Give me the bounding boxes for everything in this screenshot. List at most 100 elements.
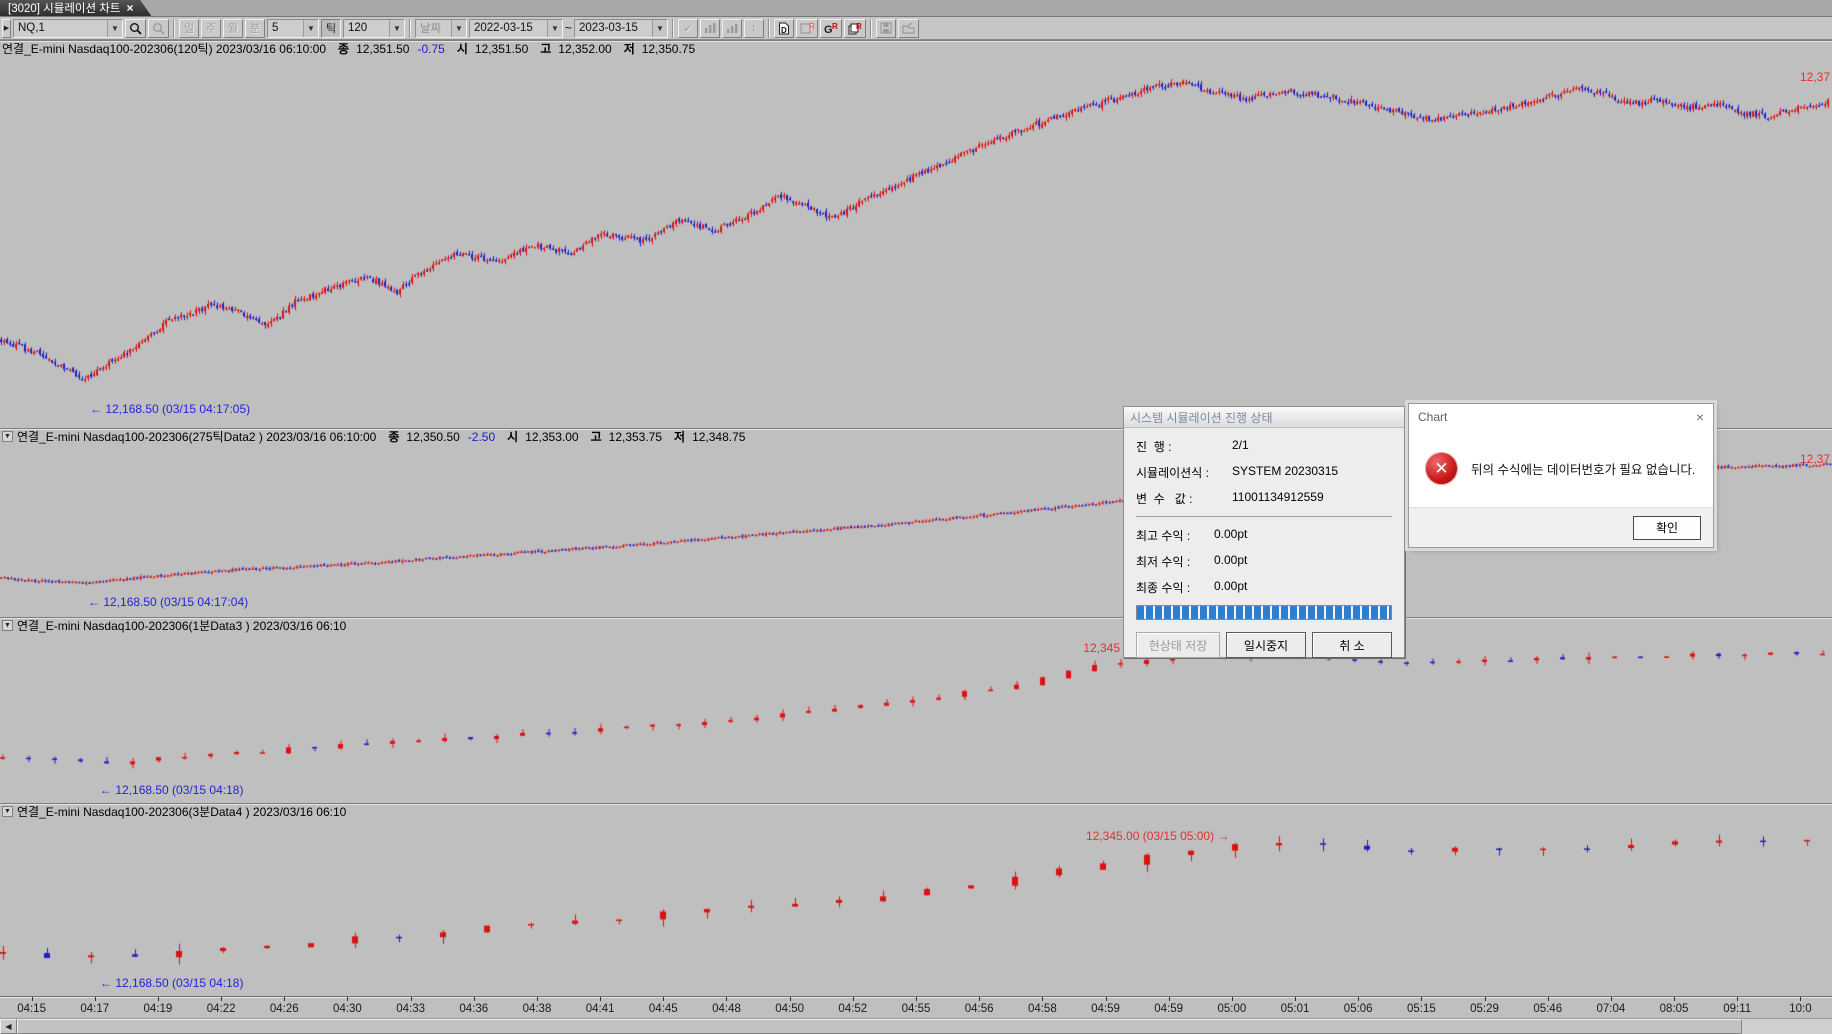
time-axis-label: 04:15 — [0, 997, 63, 1018]
time-axis-label: 04:59 — [1137, 997, 1200, 1018]
formula-label: 시뮬레이션식 : — [1136, 466, 1209, 480]
trendline-tool-button: ✓ — [678, 18, 699, 38]
volume-bars-icon — [726, 22, 738, 34]
ok-button[interactable]: 확인 — [1633, 515, 1701, 540]
tick-count-combobox[interactable]: 120 ▼ — [343, 18, 405, 38]
document-icon: D — [778, 22, 790, 35]
error-icon: ✕ — [1425, 452, 1458, 485]
high-label: 고 — [590, 430, 602, 444]
high-value: 12,353.75 — [608, 429, 663, 444]
copy-r-icon: R — [848, 22, 862, 35]
progress-row: 진 행 : 2/1 — [1136, 438, 1392, 455]
svg-text:R: R — [856, 22, 862, 31]
period-tick-button[interactable]: 틱 — [321, 18, 341, 38]
chevron-down-icon[interactable]: ▼ — [652, 19, 668, 37]
time-axis-label: 04:45 — [632, 997, 695, 1018]
date-to-combobox[interactable]: 2023-03-15 ▼ — [574, 18, 669, 38]
separator — [672, 18, 675, 38]
date-from-value: 2022-03-15 — [474, 22, 533, 34]
minute-combobox[interactable]: 5 ▼ — [267, 18, 319, 38]
formula-value: SYSTEM 20230315 — [1232, 464, 1339, 478]
period-day-button: 일 — [179, 18, 199, 38]
svg-text:D: D — [781, 26, 787, 35]
low-label: 저 — [623, 42, 635, 56]
panel-2-title: 연결_E-mini Nasdaq100-202306(275틱Data2 ) 2… — [17, 430, 377, 444]
max-profit-value: 0.00pt — [1214, 527, 1248, 541]
formula-row: 시뮬레이션식 : SYSTEM 20230315 — [1136, 464, 1392, 481]
arrow-left-icon: ◀ — [5, 1022, 12, 1031]
time-axis-label: 04:17 — [63, 997, 126, 1018]
scroll-left-button[interactable]: ◀ — [0, 1019, 17, 1034]
close-value: 12,351.50 — [356, 41, 410, 56]
up-down-arrow-icon: ↕ — [751, 22, 757, 34]
horizontal-scrollbar[interactable]: ◀ — [0, 1018, 1832, 1034]
time-axis-label: 05:15 — [1390, 997, 1453, 1018]
chart-panel-1: 연결_E-mini Nasdaq100-202306(120틱) 2023/03… — [0, 40, 1832, 428]
period-minute-button: 분 — [245, 18, 265, 38]
folder-out-icon — [902, 22, 915, 34]
toolbar: ▶ NQ,1 ▼ 일 주 월 분 5 ▼ 틱 120 ▼ 날짜 ▼ 2022-0… — [0, 17, 1832, 40]
scrollbar-thumb[interactable] — [17, 1019, 1742, 1034]
tab-close-icon[interactable]: × — [126, 0, 134, 15]
period-month-button: 월 — [223, 18, 243, 38]
chevron-down-icon[interactable]: ▼ — [389, 19, 404, 37]
change-value: -0.75 — [417, 41, 445, 56]
time-axis-label: 04:36 — [442, 997, 505, 1018]
panel-1-header: 연결_E-mini Nasdaq100-202306(120틱) 2023/03… — [0, 40, 1832, 56]
separator — [768, 18, 771, 38]
chevron-down-icon[interactable]: ▼ — [547, 19, 562, 37]
date-range-tilde: ~ — [565, 21, 573, 35]
zoom-in-button[interactable] — [125, 18, 146, 38]
high-value: 12,352.00 — [558, 41, 612, 56]
indicator-button — [700, 18, 721, 38]
collapse-panel-button[interactable]: ▼ — [2, 806, 13, 817]
open-label: 시 — [507, 430, 519, 444]
progress-label: 진 행 : — [1136, 440, 1172, 454]
tab-title: [3020] 시뮬레이션 차트 — [8, 2, 121, 15]
separator — [409, 18, 411, 38]
final-profit-value: 0.00pt — [1214, 579, 1248, 593]
error-dialog-title: Chart — [1418, 410, 1448, 424]
error-dialog-body: ✕ 뒤의 수식에는 데이터번호가 필요 없습니다. — [1409, 430, 1713, 507]
open-value: 12,351.50 — [474, 41, 529, 56]
time-axis-label: 09:11 — [1706, 997, 1769, 1018]
date-to-value: 2023-03-15 — [579, 22, 638, 34]
save-state-button: 현상태 저장 — [1136, 632, 1220, 658]
chevron-down-icon[interactable]: ▼ — [303, 19, 318, 37]
chevron-down-icon[interactable]: ▼ — [451, 19, 466, 37]
collapse-panel-button[interactable]: ▼ — [2, 431, 13, 442]
pause-button[interactable]: 일시중지 — [1226, 632, 1306, 658]
time-axis-label: 04:33 — [379, 997, 442, 1018]
time-axis-label: 05:29 — [1453, 997, 1516, 1018]
chevron-down-icon[interactable]: ▼ — [107, 19, 122, 37]
copy-r-button[interactable]: R — [844, 18, 867, 38]
close-value: 12,350.50 — [406, 429, 460, 444]
symbol-combobox[interactable]: NQ,1 ▼ — [13, 18, 123, 38]
minute-value: 5 — [272, 22, 279, 34]
time-axis-label: 07:04 — [1579, 997, 1642, 1018]
close-label: 종 — [338, 42, 350, 56]
cancel-button[interactable]: 취 소 — [1312, 632, 1392, 658]
low-value: 12,350.75 — [641, 41, 696, 56]
new-document-button[interactable]: D — [774, 18, 795, 38]
tab-simulation-chart[interactable]: [3020] 시뮬레이션 차트 × — [0, 0, 151, 16]
time-axis-label: 08:05 — [1642, 997, 1705, 1018]
min-profit-label: 최저 수익 : — [1136, 555, 1191, 569]
time-axis-label: 04:41 — [569, 997, 632, 1018]
time-axis-label: 04:59 — [1074, 997, 1137, 1018]
panel-3-title: 연결_E-mini Nasdaq100-202306(1분Data3 ) 202… — [17, 619, 347, 633]
export-button — [898, 18, 920, 38]
time-axis-label: 05:01 — [1263, 997, 1326, 1018]
symbol-value: NQ,1 — [18, 22, 45, 34]
collapse-panel-button[interactable]: ▼ — [2, 620, 13, 631]
error-message: 뒤의 수식에는 데이터번호가 필요 없습니다. — [1471, 463, 1696, 477]
date-from-combobox[interactable]: 2022-03-15 ▼ — [469, 18, 563, 38]
toolbar-collapse-button[interactable]: ▶ — [2, 18, 11, 38]
min-profit-row: 최저 수익 : 0.00pt — [1136, 553, 1392, 570]
dialog-title: 시스템 시뮬레이션 진행 상태 — [1130, 410, 1273, 425]
date-mode-combobox[interactable]: 날짜 ▼ — [415, 18, 467, 38]
panel-4-title: 연결_E-mini Nasdaq100-202306(3분Data4 ) 202… — [17, 805, 347, 819]
close-icon[interactable]: × — [1695, 409, 1704, 425]
